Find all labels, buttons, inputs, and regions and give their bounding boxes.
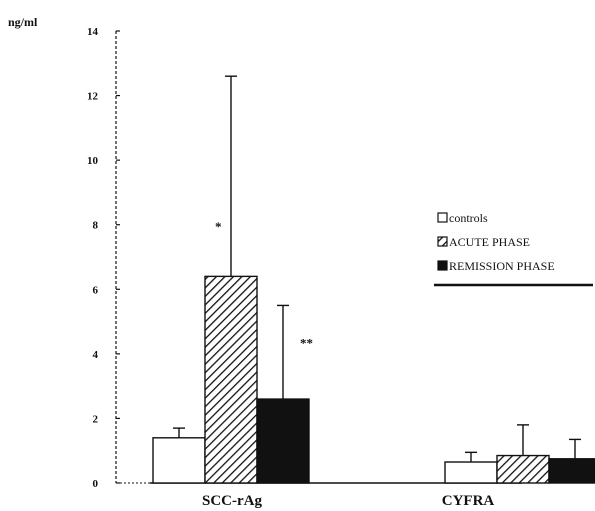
bar-scc-rag-acute-phase [204,275,258,484]
y-tick-label: 0 [93,478,99,490]
category-labels: SCC-rAg CYFRA [202,493,494,509]
y-axis-unit-label: ng/ml [8,15,38,29]
legend-label: REMISSION PHASE [449,259,555,273]
legend: controls ACUTE PHASE REMISSION PHASE [434,211,593,287]
bar-cyfra-controls [444,461,498,484]
y-tick-label: 2 [93,413,99,425]
y-tick-label: 12 [87,91,99,103]
bars: *** [152,75,595,484]
legend-label: ACUTE PHASE [449,235,530,249]
category-label: CYFRA [442,493,495,509]
bar-cyfra-acute-phase [496,454,550,484]
legend-label: controls [449,211,488,225]
significance-marker: * [215,219,222,234]
bar-scc-rag-remission-phase [256,398,310,484]
y-tick-label: 10 [87,155,99,167]
bar-scc-rag-controls [152,437,206,484]
category-label: SCC-rAg [202,493,262,509]
legend-swatch [437,260,448,271]
significance-marker: ** [300,335,313,350]
legend-swatch [437,236,448,247]
y-tick-label: 8 [93,220,99,232]
y-tick-label: 6 [93,284,99,296]
y-tick-label: 4 [93,349,99,361]
bar-cyfra-remission-phase [548,458,595,484]
y-tick-label: 14 [87,26,99,38]
legend-swatch [437,212,448,223]
